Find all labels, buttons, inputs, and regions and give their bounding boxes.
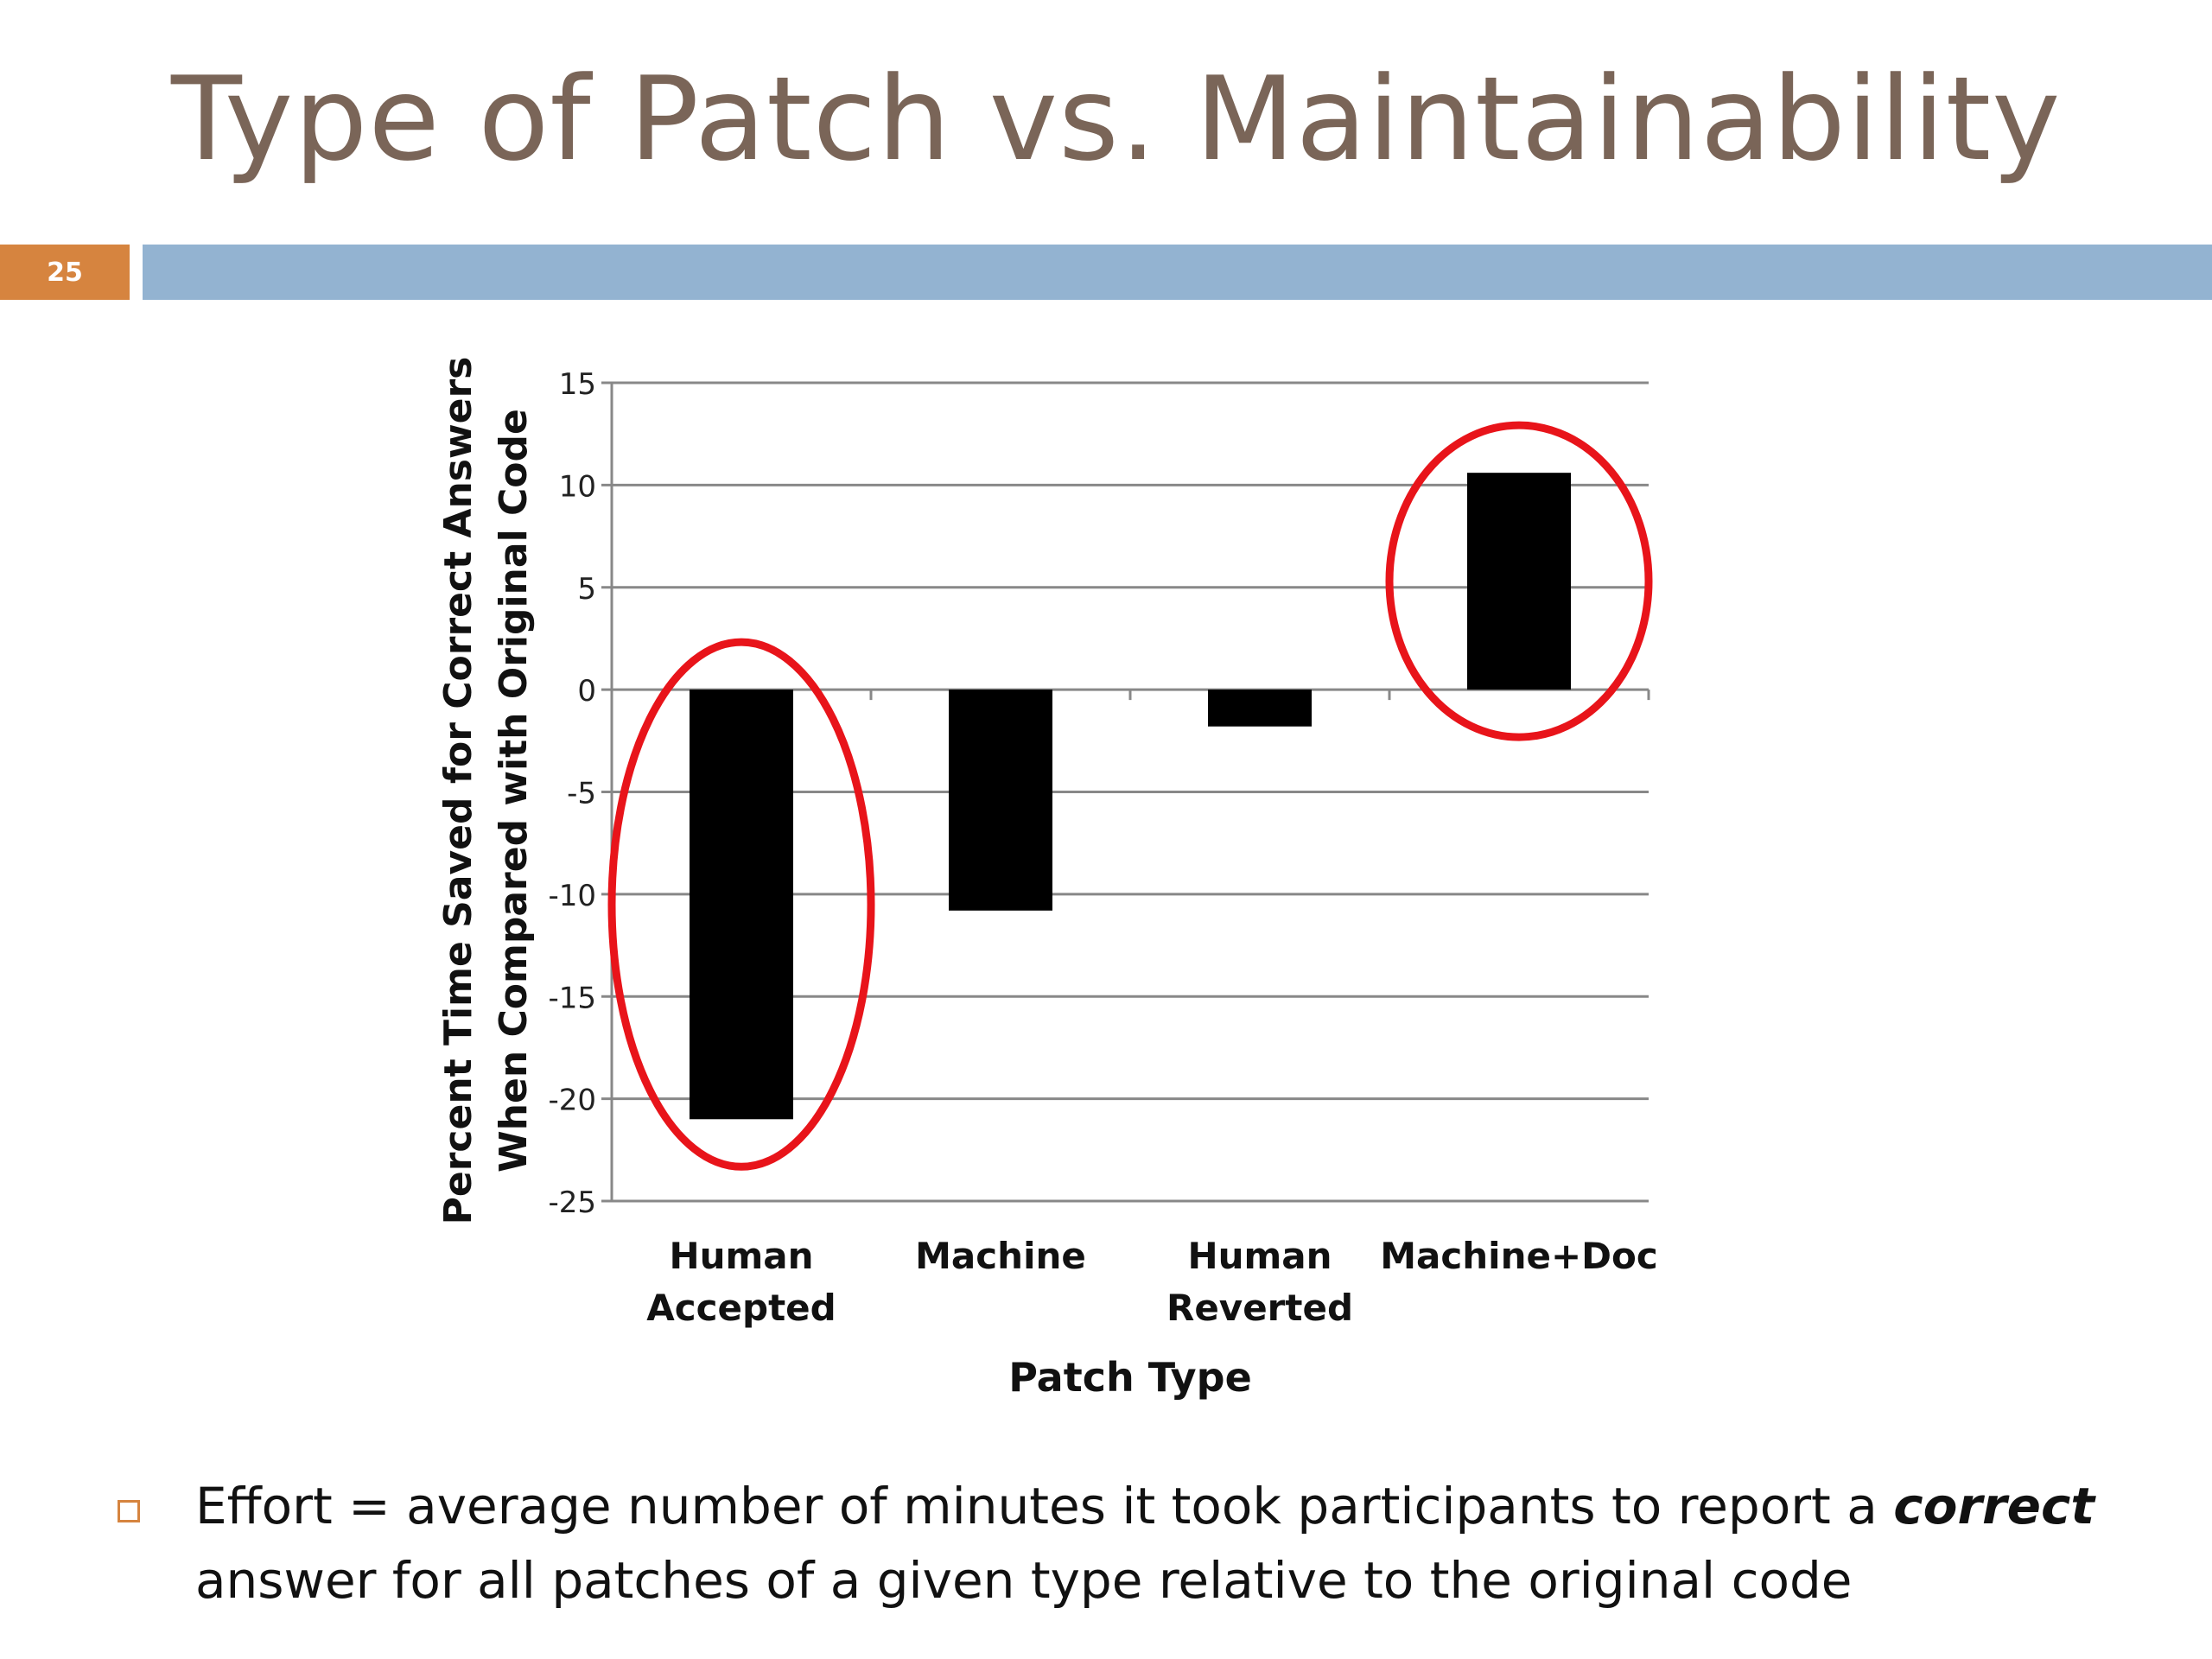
x-tick-labels: Human Accepted Machine Human Reverted Machine… bbox=[646, 1235, 1658, 1329]
y-tick-label: -10 bbox=[548, 879, 596, 913]
bullet-text: Effort = average number of minutes it to… bbox=[195, 1469, 2183, 1618]
y-tick-label: 15 bbox=[559, 367, 596, 402]
x-tick-label: Reverted bbox=[1166, 1287, 1353, 1329]
y-tick-label: -5 bbox=[567, 777, 596, 811]
x-tick-label: Machine+Doc bbox=[1380, 1235, 1658, 1277]
y-tick-label: 0 bbox=[577, 674, 596, 709]
y-axis-title-line: Percent Time Saved for Correct Answers bbox=[436, 357, 480, 1225]
bar-chart: 15 10 5 0 -5 -10 -15 -20 -25 Human Accepted Machin… bbox=[436, 357, 1658, 1401]
bullet-emphasis: correct bbox=[1893, 1477, 2095, 1535]
bar bbox=[1208, 690, 1312, 727]
square-bullet-icon bbox=[118, 1500, 140, 1522]
bar bbox=[949, 690, 1052, 911]
x-tick-label: Human bbox=[669, 1235, 813, 1277]
x-tick-label: Machine bbox=[915, 1235, 1086, 1277]
bar bbox=[1467, 473, 1571, 690]
axis-titles: Patch Type Percent Time Saved for Correct… bbox=[436, 357, 1252, 1401]
highlight-ellipse bbox=[1385, 421, 1653, 741]
bullet-text-prefix: Effort = average number of minutes it to… bbox=[195, 1477, 1878, 1535]
slide-title: Type of Patch vs. Maintainability bbox=[171, 52, 2062, 187]
x-tick-label: Accepted bbox=[646, 1287, 836, 1329]
y-tick-label: 5 bbox=[577, 572, 596, 607]
y-tick-label: -25 bbox=[548, 1185, 596, 1220]
highlight-ellipses bbox=[607, 421, 1653, 1171]
bullet-text-suffix: answer for all patches of a given type r… bbox=[195, 1551, 1853, 1610]
bar bbox=[690, 690, 793, 1120]
y-tick-label: -15 bbox=[548, 981, 596, 1015]
y-axis-title-line: When Compared with Original Code bbox=[492, 409, 536, 1173]
y-axis: 15 10 5 0 -5 -10 -15 -20 -25 bbox=[548, 367, 1650, 1220]
y-tick-label: 10 bbox=[559, 469, 596, 504]
y-tick-label: -20 bbox=[548, 1084, 596, 1118]
x-axis-title: Patch Type bbox=[1008, 1354, 1252, 1401]
highlight-ellipse bbox=[607, 638, 875, 1171]
bars bbox=[690, 473, 1571, 1120]
title-divider-bar bbox=[143, 245, 2212, 300]
x-tick-label: Human bbox=[1187, 1235, 1332, 1277]
page-number: 25 bbox=[0, 245, 130, 300]
